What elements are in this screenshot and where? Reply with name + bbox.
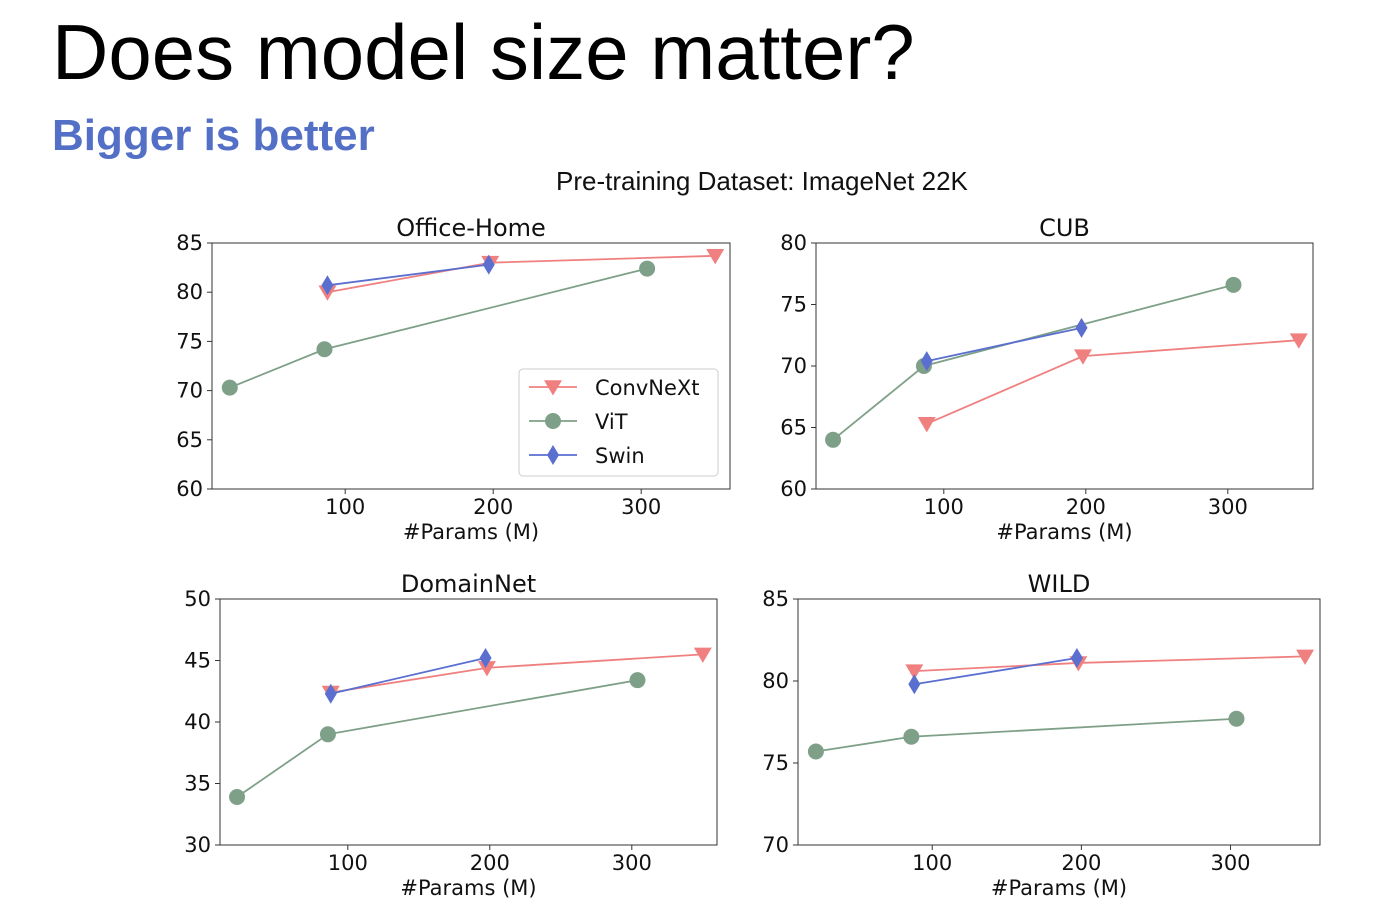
series-line-convnext: [330, 653, 703, 694]
y-tick-label: 65: [176, 428, 203, 452]
x-tick-label: 200: [473, 495, 513, 519]
point-swin: [920, 351, 933, 372]
series-line-swin: [330, 657, 486, 695]
point-convnext: [1296, 649, 1315, 665]
y-tick-label: 80: [176, 280, 203, 304]
y-tick-label: 75: [762, 751, 789, 775]
series-line-swin: [327, 263, 489, 287]
point-vit: [639, 260, 656, 277]
point-swin: [1070, 648, 1083, 669]
legend: ConvNeXt ViT Swin: [518, 368, 719, 477]
point-vit: [316, 341, 333, 358]
point-convnext: [693, 647, 712, 663]
chart-cub: CUB 100 200 300 60 65 70 75 80 #Params (M): [780, 214, 1314, 544]
series-line-vit: [815, 717, 1237, 753]
x-tick-label: 300: [621, 495, 661, 519]
point-convnext: [1073, 349, 1092, 365]
legend-box: [518, 368, 719, 477]
x-tick-label: 300: [612, 851, 652, 875]
slide-subtitle: Bigger is better: [52, 111, 375, 160]
x-tick-label: 100: [912, 851, 952, 875]
y-tick-label: 80: [762, 669, 789, 693]
chart-domainnet: DomainNet 100 200 300 30 35 40 45 50 #Params (M): [184, 570, 718, 900]
legend-marker-swin: [547, 445, 559, 465]
series-line-swin: [926, 326, 1082, 362]
x-tick-label: 300: [1210, 851, 1250, 875]
series-line-convnext: [926, 339, 1299, 425]
series-line-vit: [832, 283, 1234, 441]
figure-title: Pre-training Dataset: ImageNet 22K: [556, 166, 968, 196]
point-swin: [321, 275, 334, 296]
series-line-convnext: [327, 254, 716, 294]
y-tick-label: 65: [780, 416, 807, 440]
y-tick-label: 35: [184, 772, 211, 796]
x-axis-label: #Params (M): [996, 520, 1132, 544]
x-tick-label: 100: [328, 851, 368, 875]
chart-title: WILD: [1028, 570, 1091, 598]
point-convnext: [1289, 333, 1308, 349]
y-tick-label: 30: [184, 833, 211, 857]
point-vit: [807, 743, 824, 760]
slide-title: Does model size matter?: [52, 8, 915, 96]
chart-title: Office-Home: [396, 214, 546, 242]
point-vit: [903, 728, 920, 745]
x-axis-label: #Params (M): [403, 520, 539, 544]
x-tick-label: 200: [470, 851, 510, 875]
point-convnext: [477, 661, 496, 677]
chart-wild: WILD 100 200 300 70 75 80 85 #Params (M): [762, 570, 1321, 900]
y-tick-label: 70: [176, 379, 203, 403]
point-convnext: [917, 417, 936, 433]
y-tick-label: 70: [762, 833, 789, 857]
chart-office-home: Office-Home 100 200 300 60 65 70 75 80 85 #Params …: [176, 214, 731, 544]
y-tick-label: 70: [780, 354, 807, 378]
chart-title: CUB: [1039, 214, 1090, 242]
x-tick-label: 300: [1208, 495, 1248, 519]
x-tick-label: 200: [1061, 851, 1101, 875]
y-tick-label: 40: [184, 710, 211, 734]
y-tick-label: 60: [780, 477, 807, 501]
point-vit: [221, 379, 238, 396]
point-swin: [1075, 317, 1088, 338]
legend-label-convnext: ConvNeXt: [595, 376, 700, 400]
legend-label-vit: ViT: [595, 410, 628, 434]
y-tick-label: 85: [176, 231, 203, 255]
point-vit: [825, 431, 842, 448]
x-tick-label: 100: [325, 495, 365, 519]
x-axis-label: #Params (M): [991, 876, 1127, 900]
y-tick-label: 60: [176, 477, 203, 501]
point-convnext: [905, 664, 924, 680]
point-swin: [479, 648, 492, 669]
point-swin: [482, 254, 495, 275]
x-tick-label: 200: [1066, 495, 1106, 519]
y-tick-label: 75: [176, 329, 203, 353]
point-convnext: [706, 249, 725, 265]
y-tick-label: 75: [780, 293, 807, 317]
point-vit: [1228, 710, 1245, 727]
point-swin: [324, 683, 337, 704]
chart-title: DomainNet: [401, 570, 536, 598]
plot-frame: [211, 242, 731, 490]
x-tick-label: 100: [924, 495, 964, 519]
plot-frame: [797, 598, 1321, 846]
point-vit: [319, 726, 336, 743]
legend-marker-convnext: [544, 380, 562, 396]
series-line-swin: [914, 657, 1078, 686]
series-line-convnext: [914, 655, 1306, 673]
y-tick-label: 80: [780, 231, 807, 255]
y-tick-label: 85: [762, 587, 789, 611]
plot-frame: [219, 598, 718, 846]
y-tick-label: 50: [184, 587, 211, 611]
legend-label-swin: Swin: [595, 444, 645, 468]
point-vit: [1225, 276, 1242, 293]
point-swin: [908, 674, 921, 695]
point-vit: [229, 789, 246, 806]
legend-marker-vit: [545, 413, 561, 429]
x-axis-label: #Params (M): [400, 876, 536, 900]
series-line-vit: [236, 679, 638, 798]
y-tick-label: 45: [184, 649, 211, 673]
point-vit: [629, 672, 646, 689]
